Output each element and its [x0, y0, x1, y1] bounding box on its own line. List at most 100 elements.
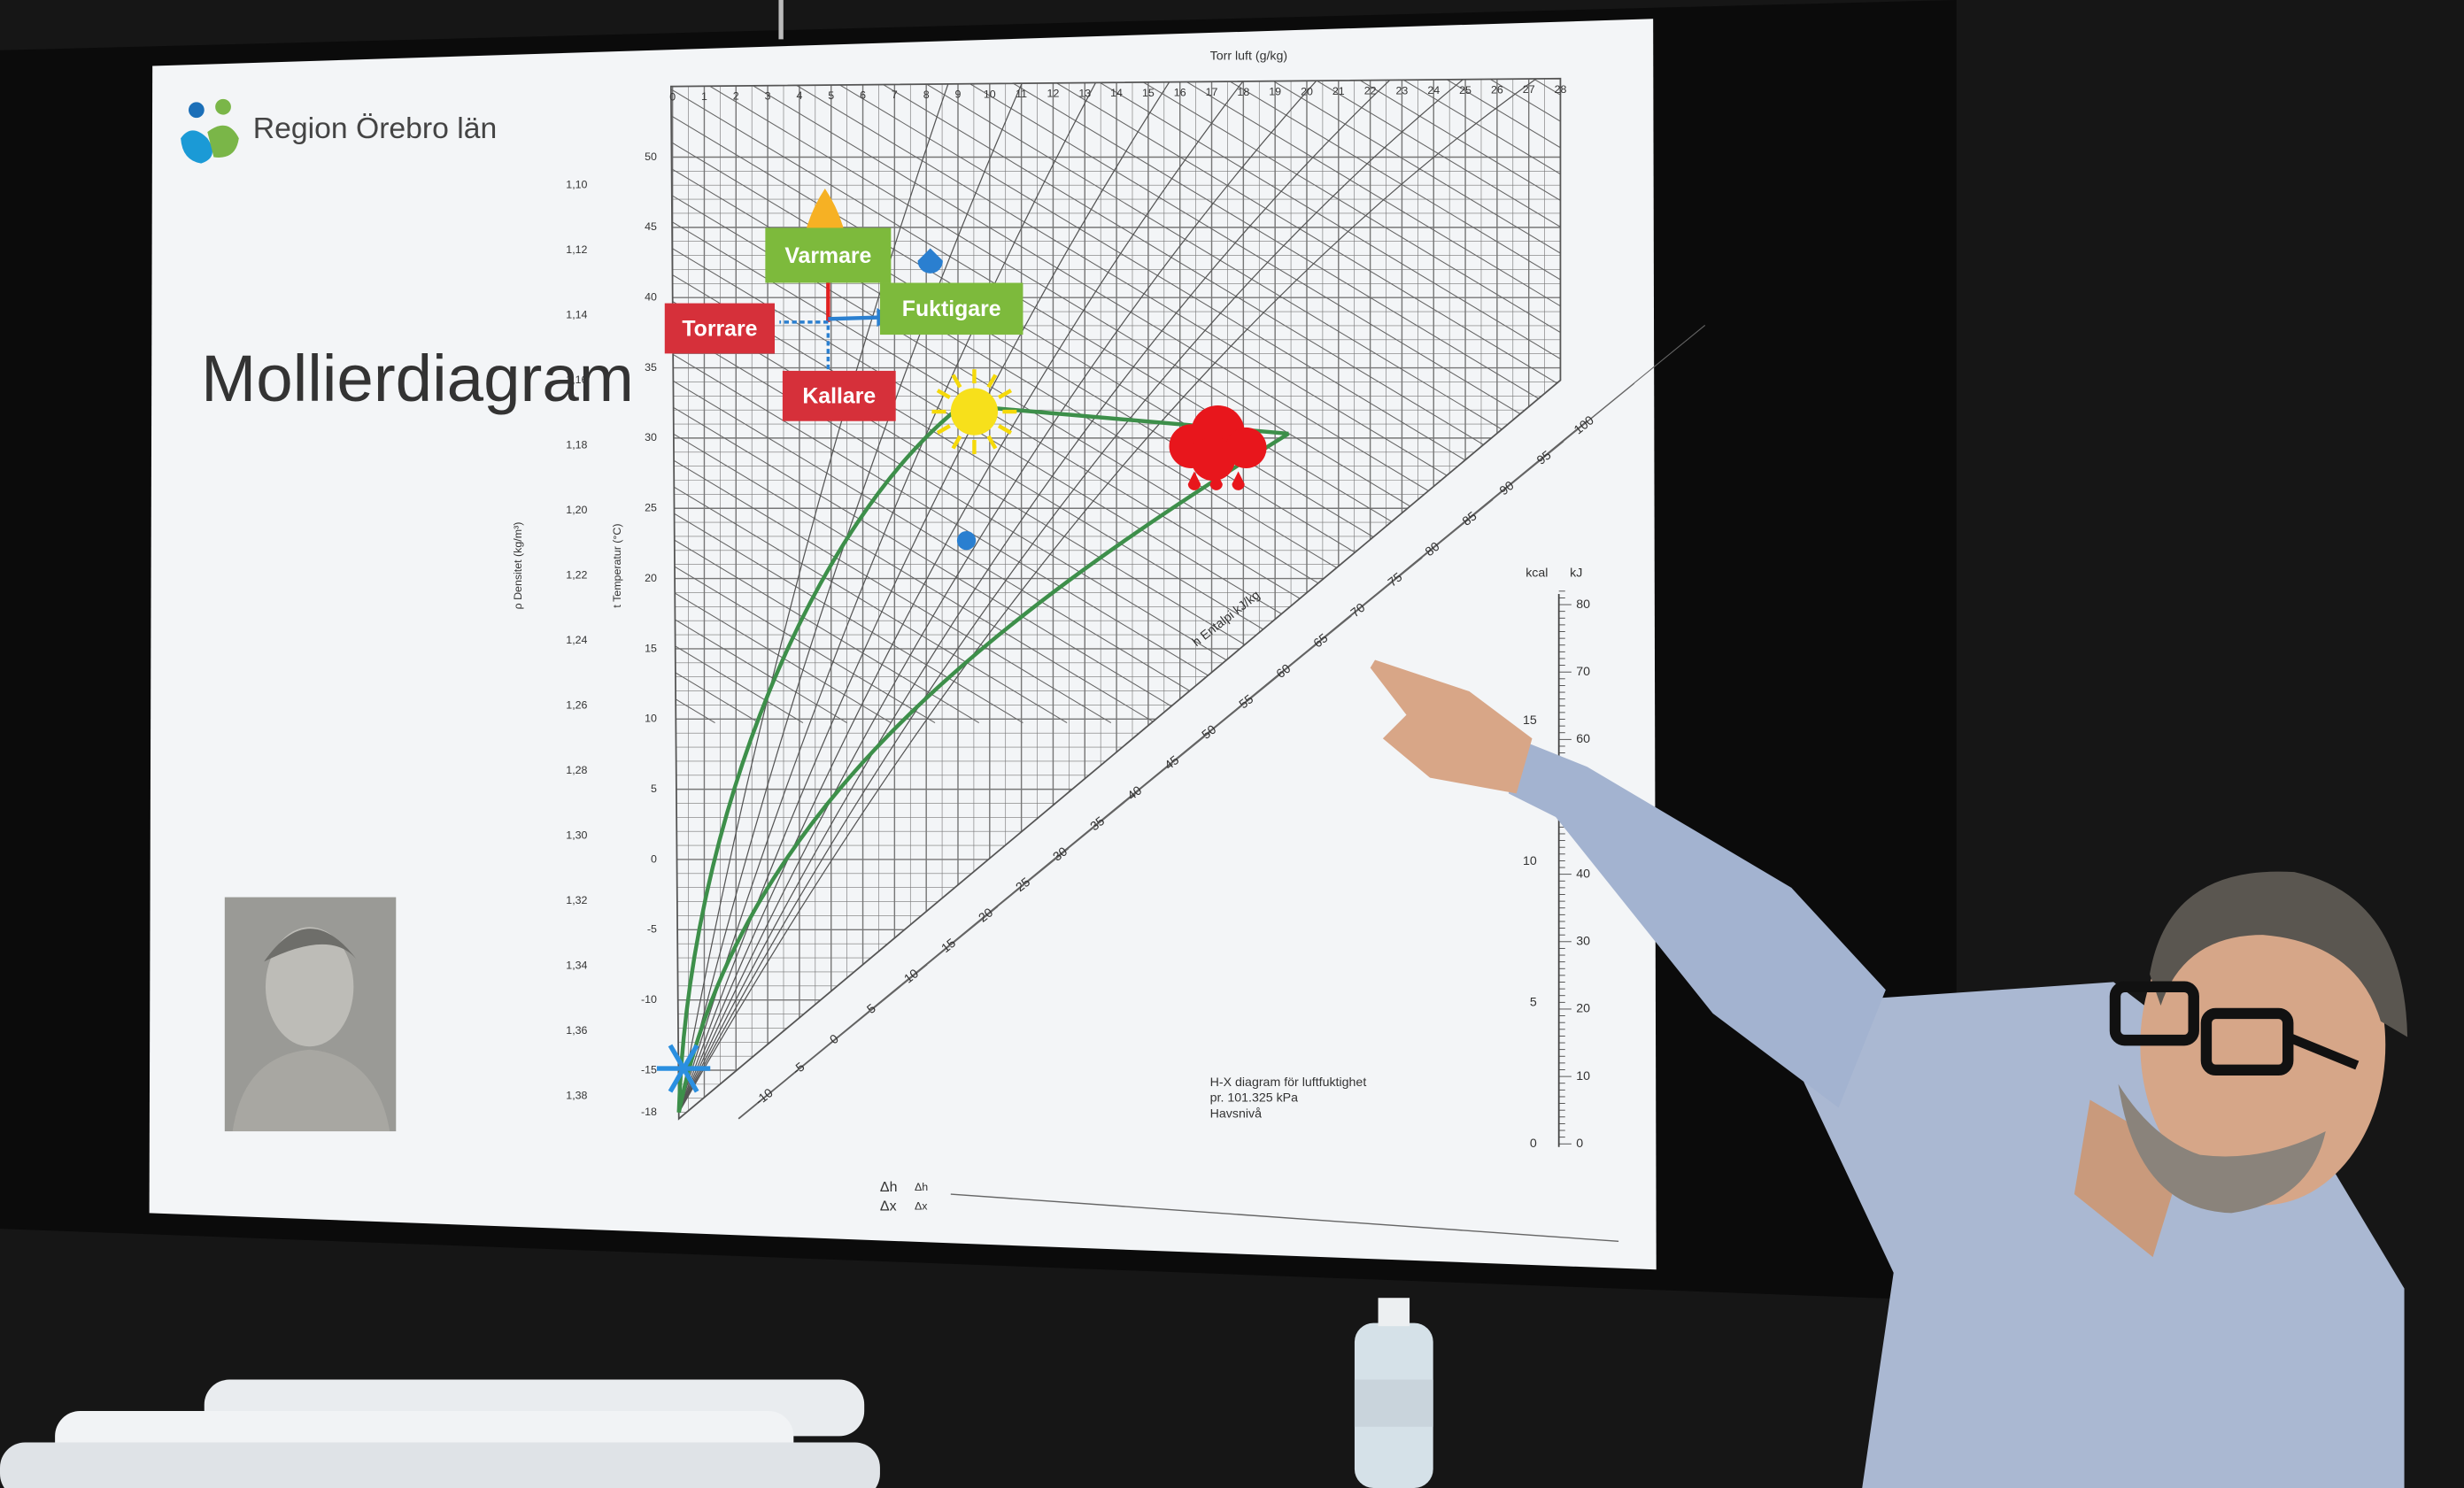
ratio-label: Δh — [915, 1181, 928, 1193]
humidity-curve — [678, 78, 1333, 1114]
tick-label: 27 — [1523, 83, 1535, 96]
cloud-part — [1225, 427, 1267, 468]
tick-label: 1,12 — [566, 243, 587, 256]
flame — [806, 189, 845, 230]
tick-label: 9 — [955, 89, 962, 101]
tick-label: 1,18 — [566, 439, 587, 451]
tick-label: 5 — [651, 783, 657, 795]
grid-line — [891, 78, 1561, 723]
tick-label: 70 — [1576, 665, 1590, 679]
tick-label: 1,26 — [566, 699, 587, 712]
grid-line — [934, 78, 1561, 723]
grid-line — [670, 78, 1023, 723]
paper-roll — [0, 1442, 880, 1488]
tick-label: 50 — [1200, 722, 1219, 742]
tick-label: 30 — [1576, 935, 1590, 949]
sun-ray — [997, 424, 1013, 435]
tick-label: 20 — [1301, 85, 1313, 97]
humidity-curve — [678, 78, 1031, 1113]
tick-label: 30 — [645, 431, 657, 443]
snow-arm — [681, 1067, 699, 1093]
tick-label: 0 — [651, 852, 657, 865]
tick-label: -15 — [641, 1063, 657, 1076]
tick-label: 0 — [1530, 1137, 1537, 1151]
humidity-curve — [678, 78, 1409, 1114]
tick-label: 14 — [1110, 87, 1123, 99]
tick-label: 20 — [645, 572, 657, 584]
state-dot — [956, 530, 977, 551]
grid-line — [670, 78, 1112, 723]
sun-ray — [936, 389, 951, 400]
grid-line — [670, 78, 1464, 723]
tick-label: 2 — [733, 90, 739, 103]
tick-label: 1,28 — [566, 764, 587, 776]
tick-label: 28 — [1555, 83, 1567, 96]
tick-label: 15 — [1523, 713, 1537, 728]
tick-label: 17 — [1206, 86, 1218, 98]
droplet — [917, 248, 943, 274]
tick-label: 15 — [939, 937, 959, 956]
tick-label: 75 — [1386, 570, 1405, 590]
sun-ray — [951, 374, 962, 389]
tick-label: 10 — [902, 967, 922, 986]
note: pr. 101.325 kPa — [1210, 1091, 1298, 1106]
tick-label: 8 — [923, 89, 930, 101]
bottle-label — [1354, 1379, 1433, 1427]
tick-label: 80 — [1423, 540, 1442, 559]
axis-label: Torr luft (g/kg) — [1210, 50, 1288, 64]
tick-label: 1 — [701, 90, 707, 103]
grid-line — [758, 78, 1561, 723]
grid-line — [1155, 78, 1561, 723]
annotation: Varmare — [784, 244, 871, 268]
tick-label: 5 — [828, 89, 834, 102]
humidity-curve — [678, 78, 1108, 1113]
grid-line — [1023, 78, 1561, 723]
annotation: Torrare — [682, 317, 757, 341]
snowflake-icon — [656, 1044, 711, 1093]
grid-line — [670, 78, 1332, 723]
grid-line — [670, 78, 1244, 723]
scale-line — [1516, 325, 1706, 480]
snow-arm — [668, 1067, 686, 1093]
note: Havsnivå — [1210, 1106, 1262, 1121]
humidity-curve — [678, 78, 1183, 1113]
tick-label: 18 — [1237, 86, 1249, 98]
snow-arm — [681, 1044, 699, 1070]
annotation-box — [765, 227, 892, 283]
tick-label: 95 — [1534, 448, 1554, 467]
grid-line — [670, 78, 892, 723]
tick-label: 1,14 — [566, 309, 587, 321]
tick-label: 13 — [1078, 87, 1091, 99]
tick-label: 10 — [645, 713, 657, 725]
tick-label: 1,16 — [566, 374, 587, 386]
grid-line — [1286, 78, 1561, 723]
portrait-hair — [264, 929, 359, 962]
sun-ray — [997, 389, 1013, 400]
grid-line — [1374, 78, 1561, 723]
arrow — [828, 315, 880, 321]
bottle-cap — [1378, 1298, 1410, 1327]
tick-label: 5 — [1530, 996, 1537, 1010]
tick-label: 15 — [645, 642, 657, 654]
tick-label: 0 — [1576, 1137, 1583, 1151]
cloud-icon — [1169, 405, 1267, 490]
tick-label: 70 — [1348, 601, 1368, 621]
humidity-curve — [678, 78, 1560, 1114]
humidity-curve — [678, 78, 956, 1113]
sun-ray — [951, 435, 962, 450]
humidity-curve — [678, 78, 1258, 1113]
tick-label: 20 — [977, 906, 996, 925]
grid-line — [802, 78, 1561, 723]
tick-label: 25 — [1459, 84, 1471, 96]
axis-label: ρ Densitet (kg/m³) — [512, 522, 524, 610]
annotation: Fuktigare — [902, 297, 1001, 321]
logo-shape — [181, 130, 212, 164]
grid-line — [670, 78, 980, 723]
ratio-label: Δx — [915, 1200, 928, 1213]
tick-label: 30 — [1051, 844, 1070, 864]
tick-label: 60 — [1274, 661, 1294, 681]
tick-label: 1,20 — [566, 504, 587, 516]
rain-drop — [1232, 471, 1245, 490]
tick-label: 20 — [1576, 1002, 1590, 1016]
